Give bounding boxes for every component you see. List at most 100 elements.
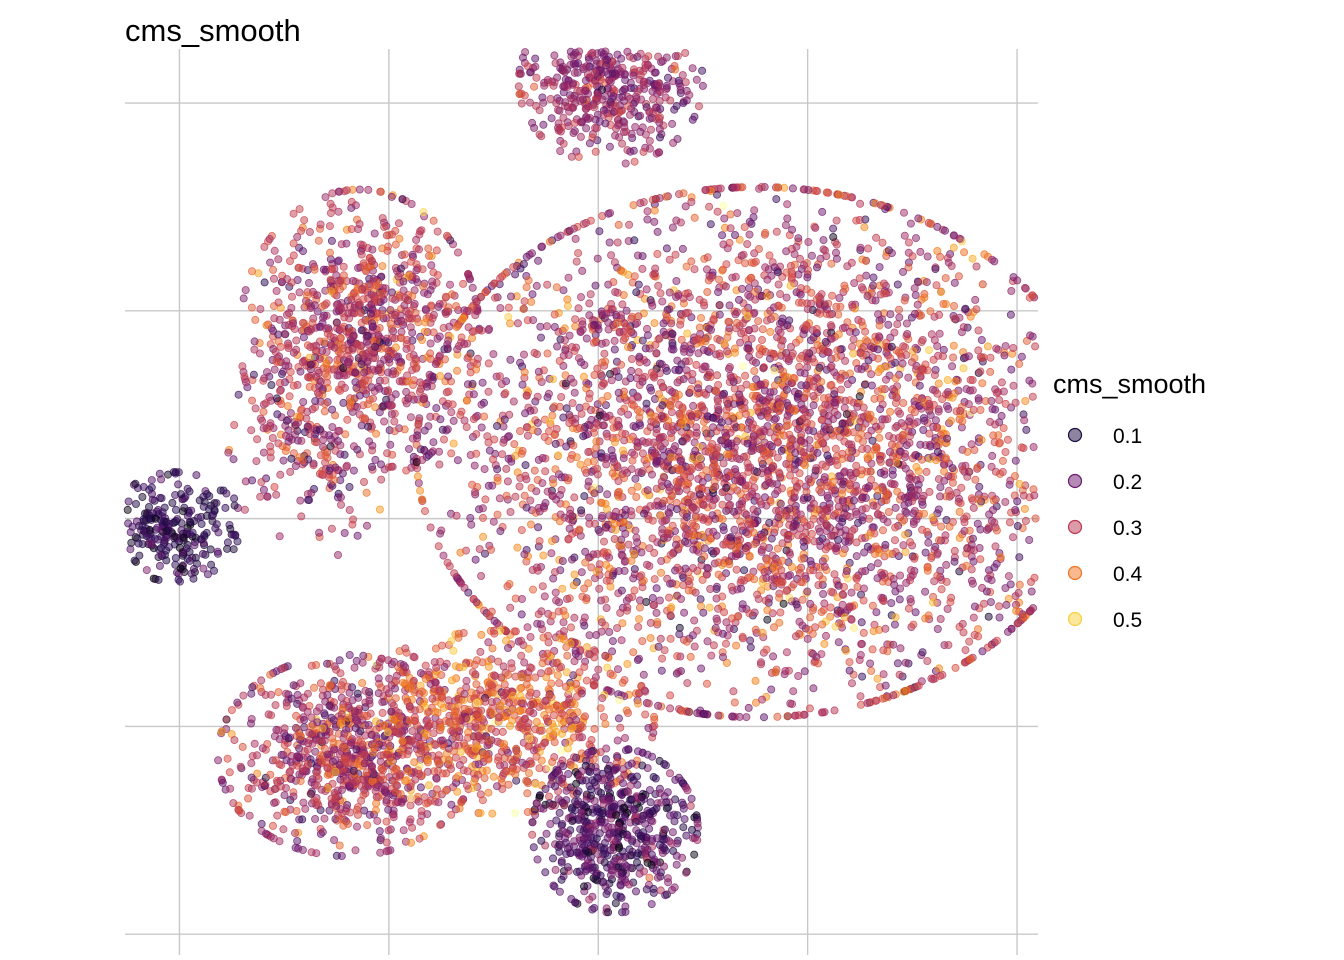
data-point xyxy=(633,482,642,491)
data-point xyxy=(311,347,320,356)
data-point xyxy=(934,505,943,514)
data-point xyxy=(443,399,452,408)
data-point xyxy=(662,84,671,93)
data-point xyxy=(823,451,832,460)
data-point xyxy=(412,235,421,244)
data-point xyxy=(818,415,827,424)
data-point xyxy=(949,341,958,350)
data-point xyxy=(539,551,548,560)
data-point xyxy=(672,540,681,549)
data-point xyxy=(387,394,396,403)
data-point xyxy=(162,517,171,526)
data-point xyxy=(517,610,526,619)
data-point xyxy=(898,431,907,440)
data-point xyxy=(138,492,147,501)
data-point xyxy=(375,408,384,417)
data-point xyxy=(376,187,385,196)
data-point xyxy=(362,337,371,346)
data-point xyxy=(762,645,771,654)
data-point xyxy=(249,370,258,379)
data-point xyxy=(223,538,232,547)
data-point xyxy=(698,530,707,539)
data-point xyxy=(619,446,628,455)
data-point xyxy=(484,387,493,396)
data-point xyxy=(856,692,865,701)
data-point xyxy=(616,266,625,275)
data-point xyxy=(316,220,325,229)
data-point xyxy=(347,197,356,206)
data-point xyxy=(450,569,459,578)
data-point xyxy=(610,345,619,354)
data-point xyxy=(520,91,529,100)
data-point xyxy=(170,532,179,541)
data-point xyxy=(763,316,772,325)
data-point xyxy=(609,92,618,101)
data-point xyxy=(638,252,647,261)
data-point xyxy=(394,219,403,228)
data-point xyxy=(238,362,247,371)
data-point xyxy=(919,425,928,434)
data-point xyxy=(647,125,656,134)
data-point xyxy=(633,87,642,96)
data-point xyxy=(787,563,796,572)
data-point xyxy=(281,431,290,440)
data-point xyxy=(569,103,578,112)
data-point xyxy=(330,476,339,485)
data-point xyxy=(682,434,691,443)
data-point xyxy=(336,386,345,395)
data-point xyxy=(179,533,188,542)
data-point xyxy=(737,584,746,593)
data-point xyxy=(615,133,624,142)
data-point xyxy=(785,594,794,603)
data-point xyxy=(340,529,349,538)
data-point xyxy=(638,264,647,273)
data-point xyxy=(815,485,824,494)
data-point xyxy=(645,344,654,353)
data-point xyxy=(464,307,473,316)
data-point xyxy=(422,382,431,391)
data-point xyxy=(274,298,283,307)
data-point xyxy=(751,676,760,685)
data-point xyxy=(570,493,579,502)
data-point xyxy=(275,378,284,387)
data-point xyxy=(321,193,330,202)
data-point xyxy=(526,98,535,107)
data-point xyxy=(614,220,623,229)
data-point xyxy=(441,309,450,318)
data-point xyxy=(406,323,415,332)
data-point xyxy=(268,433,277,442)
data-point xyxy=(345,482,354,491)
data-point xyxy=(802,487,811,496)
data-point xyxy=(552,596,561,605)
data-point xyxy=(986,353,995,362)
data-point xyxy=(920,416,929,425)
data-point xyxy=(620,85,629,94)
data-point xyxy=(582,594,591,603)
data-point xyxy=(442,231,451,240)
data-point xyxy=(252,457,261,466)
data-point xyxy=(339,271,348,280)
data-point xyxy=(998,456,1007,465)
data-point xyxy=(1004,572,1013,581)
data-point xyxy=(320,407,329,416)
data-point xyxy=(577,568,586,577)
data-point xyxy=(786,281,795,290)
data-point xyxy=(390,417,399,426)
data-point xyxy=(477,572,486,581)
data-point xyxy=(420,426,429,435)
data-point xyxy=(747,258,756,267)
data-point xyxy=(339,398,348,407)
data-point xyxy=(970,602,979,611)
data-point xyxy=(783,712,792,721)
data-point xyxy=(965,467,974,476)
data-point xyxy=(569,441,578,450)
data-point xyxy=(426,339,435,348)
data-point xyxy=(944,258,953,267)
data-point xyxy=(935,310,944,319)
data-point xyxy=(912,234,921,243)
data-point xyxy=(832,240,841,249)
data-point xyxy=(885,549,894,558)
data-point xyxy=(132,517,141,526)
data-point xyxy=(586,405,595,414)
data-point xyxy=(558,66,567,75)
